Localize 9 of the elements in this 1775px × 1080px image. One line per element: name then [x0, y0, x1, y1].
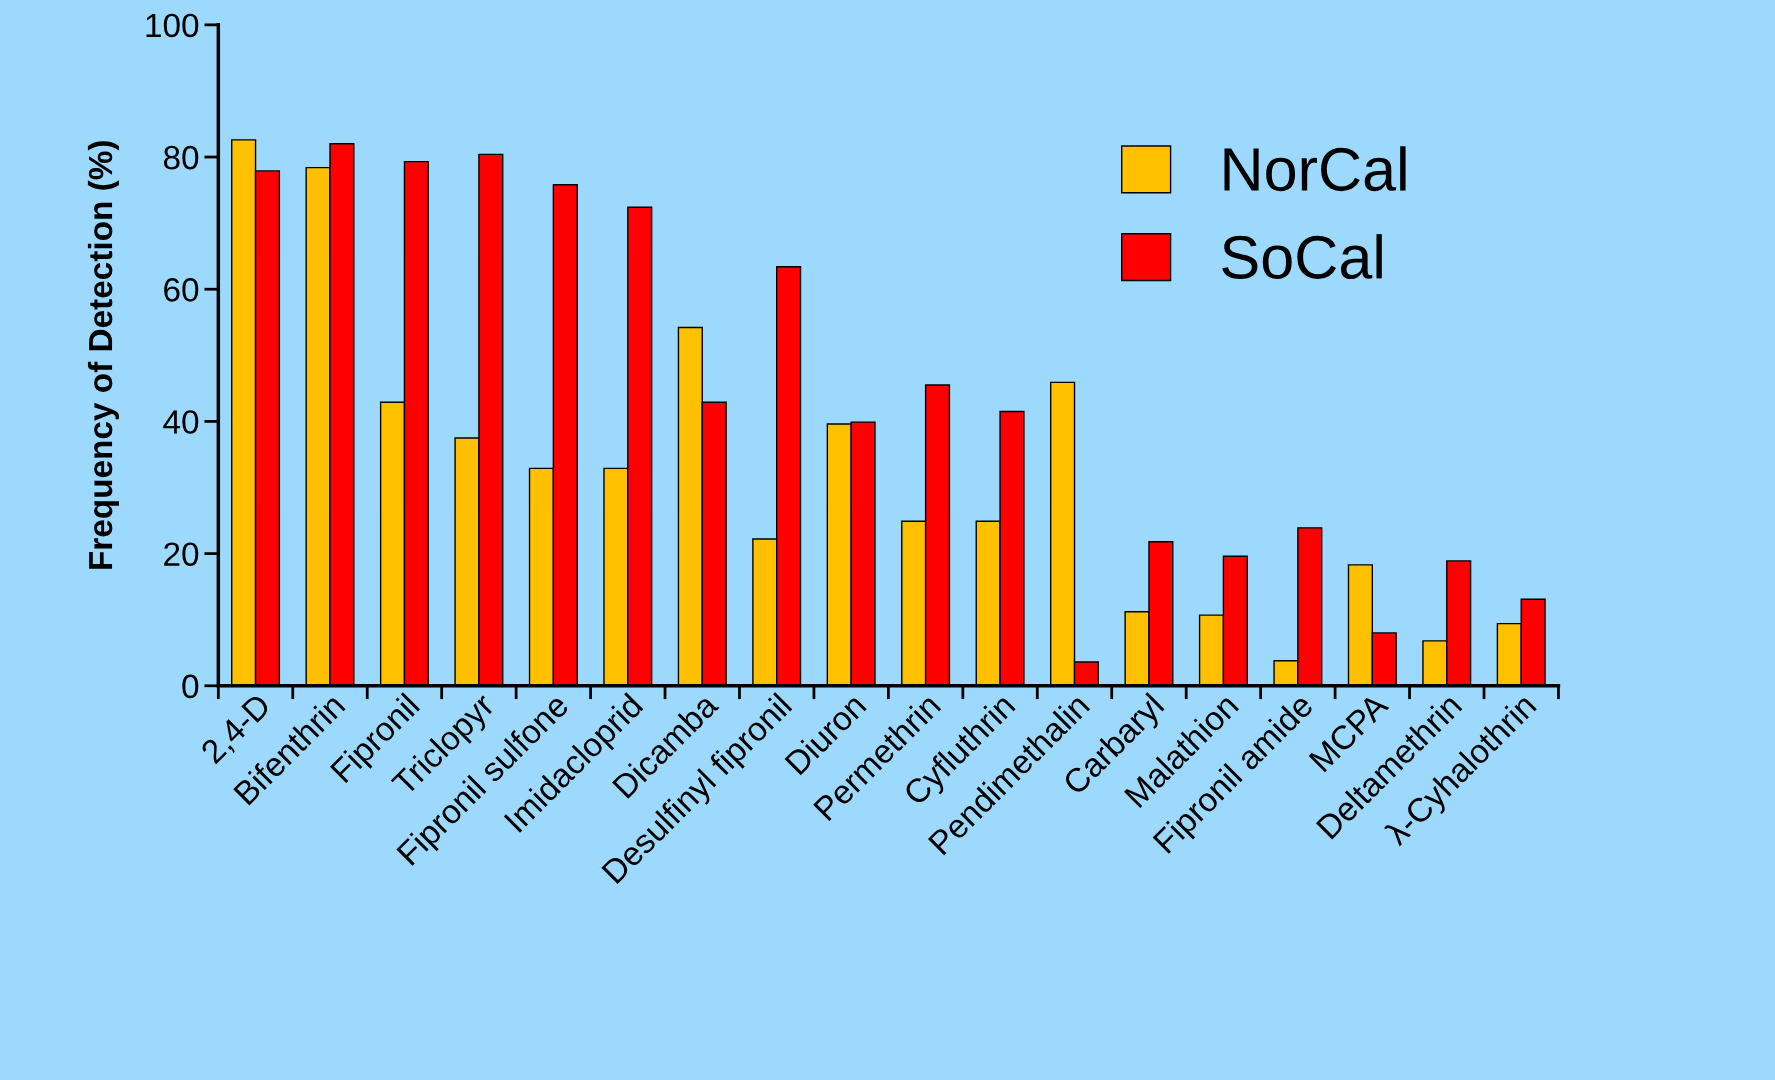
legend-label: NorCal [1224, 146, 1406, 192]
y-tick-label: 40 [163, 410, 199, 434]
y-tick-label: 80 [163, 145, 199, 170]
y-tick-label: 60 [164, 278, 199, 302]
y-tick-label: 100 [146, 13, 199, 38]
y-tick-label: 0 [182, 674, 199, 699]
y-tick-label: 20 [164, 542, 199, 567]
y-axis-title: Frequency of Detection (%) [87, 141, 119, 569]
legend-label: SoCal [1222, 234, 1382, 279]
